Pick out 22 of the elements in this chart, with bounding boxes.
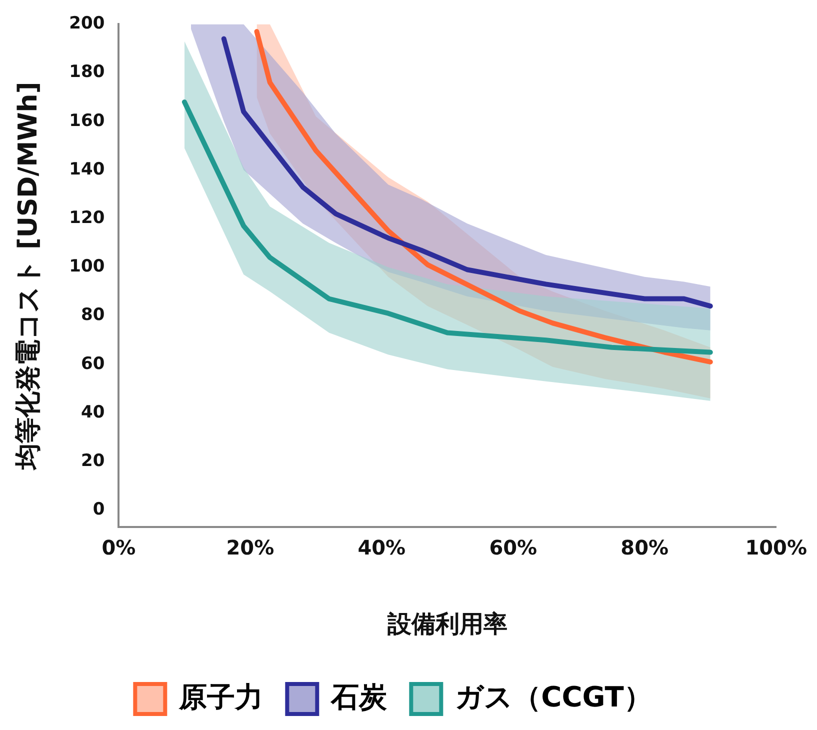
x-tick-label: 20% [226,535,274,560]
legend-label: 石炭 [330,680,388,714]
legend-label: 原子力 [178,680,264,714]
y-axis-title: 均等化発電コスト [USD/MWh] [13,82,44,472]
y-tick-label: 40 [81,402,105,422]
y-tick-label: 160 [69,110,105,131]
y-tick-label: 100 [69,256,105,277]
legend-label: ガス（CCGT） [455,680,652,714]
y-tick-label: 60 [81,354,105,374]
x-tick-label: 100% [745,535,808,560]
x-tick-label: 60% [489,535,538,560]
y-tick-label: 120 [69,208,105,228]
x-tick-label: 0% [102,535,136,560]
y-tick-label: 180 [69,62,105,82]
x-tick-label: 40% [358,535,406,560]
y-tick-label: 200 [69,14,105,34]
y-tick-label: 0 [92,500,105,520]
y-tick-label: 20 [81,451,105,472]
x-axis-title: 設備利用率 [386,610,508,638]
x-tick-label: 80% [620,535,669,560]
y-tick-label: 80 [81,305,105,326]
y-tick-label: 140 [69,159,105,180]
